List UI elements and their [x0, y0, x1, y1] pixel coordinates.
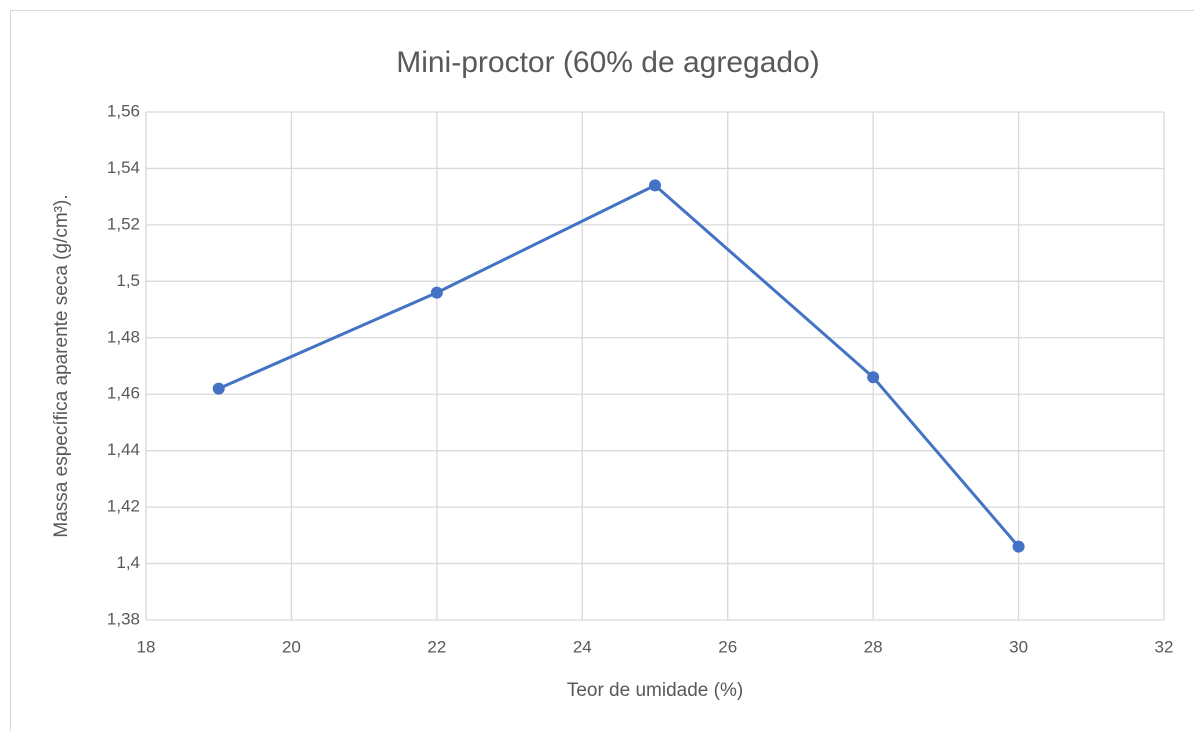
- x-tick-label: 32: [1155, 637, 1174, 656]
- x-tick-label: 28: [864, 637, 883, 656]
- y-tick-label: 1,54: [107, 158, 140, 177]
- y-tick-label: 1,42: [107, 497, 140, 516]
- x-axis-title: Teor de umidade (%): [567, 680, 743, 701]
- y-tick-label: 1,44: [107, 440, 140, 459]
- x-tick-label: 24: [573, 637, 592, 656]
- x-tick-label: 30: [1009, 637, 1028, 656]
- y-tick-label: 1,5: [116, 271, 140, 290]
- chart-title: Mini-proctor (60% de agregado): [396, 46, 820, 79]
- chart-border: [10, 10, 1194, 731]
- y-tick-label: 1,4: [116, 553, 140, 572]
- y-tick-label: 1,52: [107, 214, 140, 233]
- data-point: [649, 179, 661, 192]
- x-tick-label: 26: [718, 637, 737, 656]
- y-tick-label: 1,56: [107, 101, 140, 120]
- x-tick-label: 18: [137, 637, 156, 656]
- data-point: [867, 371, 880, 384]
- y-tick-label: 1,48: [107, 327, 140, 346]
- data-point: [212, 382, 225, 395]
- x-tick-label: 20: [282, 637, 301, 656]
- data-point: [1012, 540, 1025, 553]
- y-tick-label: 1,46: [107, 384, 140, 403]
- y-axis-title: Massa específica aparente seca (g/cm³).: [51, 194, 72, 537]
- x-tick-label: 22: [427, 637, 446, 656]
- y-tick-label: 1,38: [107, 609, 140, 628]
- data-point: [430, 286, 443, 299]
